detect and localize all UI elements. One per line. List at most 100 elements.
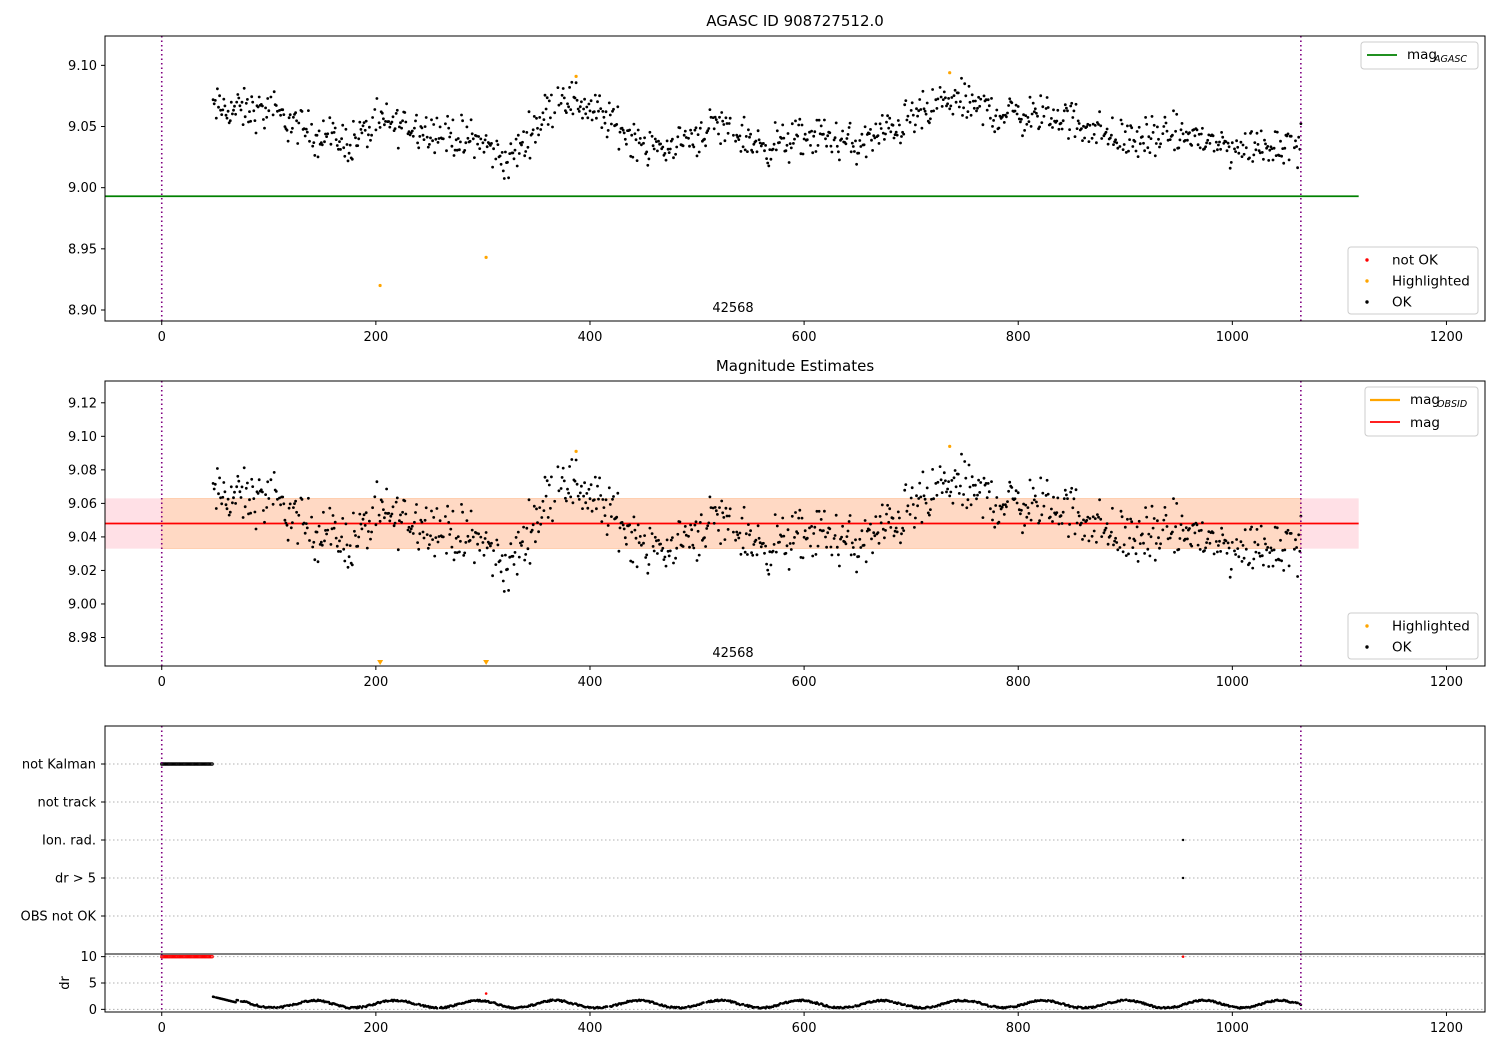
legend-marker-highlighted [1365, 279, 1369, 283]
dr-ok-point [1296, 1001, 1299, 1005]
ok-point [863, 125, 867, 129]
ok-point [287, 506, 291, 510]
ok-point [904, 483, 908, 486]
legend-marker-ok [1365, 300, 1369, 304]
ok-point [1026, 116, 1030, 119]
ok-point [904, 99, 908, 102]
ok-point [898, 516, 901, 520]
ok-point [578, 105, 582, 109]
ok-point [1153, 154, 1157, 158]
dr-not-ok-point [194, 954, 198, 959]
ok-point [746, 150, 749, 154]
ok-point [1002, 513, 1006, 516]
ok-point [222, 481, 226, 484]
ok-point [1157, 536, 1160, 540]
ok-point [286, 139, 290, 143]
ok-point [945, 104, 948, 108]
ok-point [1073, 135, 1077, 139]
ok-point [1255, 131, 1259, 135]
ok-point [322, 119, 325, 123]
ok-point [1129, 517, 1132, 521]
ok-point [1072, 109, 1076, 113]
ok-point [571, 501, 575, 505]
ok-point [370, 530, 373, 534]
ok-point [1022, 113, 1025, 117]
ok-point [1157, 137, 1160, 141]
ok-point [274, 490, 278, 493]
ok-point [1197, 132, 1201, 136]
ok-point [653, 535, 657, 539]
ok-point [1110, 133, 1113, 137]
ok-point [371, 506, 374, 510]
ok-point [535, 116, 538, 120]
ok-point [1179, 128, 1183, 132]
ok-point [622, 527, 626, 531]
ok-point [482, 553, 486, 557]
ok-point [360, 527, 364, 531]
ok-point [282, 502, 286, 506]
ok-point [1270, 147, 1274, 151]
ok-point [611, 497, 614, 501]
ok-point [1198, 548, 1202, 551]
ok-point [986, 98, 990, 102]
ok-point [880, 503, 884, 507]
ok-point [504, 553, 507, 557]
dr-not-ok-point [209, 954, 213, 959]
ok-point [1180, 514, 1184, 518]
ok-point [660, 549, 664, 552]
flag-point [198, 762, 203, 766]
ok-point [873, 136, 877, 140]
ok-point [681, 545, 685, 548]
ok-point [990, 480, 993, 483]
ok-point [562, 479, 566, 483]
ok-point [992, 119, 995, 122]
ok-point [1143, 552, 1146, 555]
ok-point [891, 123, 895, 127]
ok-point [691, 143, 695, 147]
ok-point [1071, 116, 1075, 119]
highlighted-point [378, 283, 382, 288]
ok-point [840, 535, 843, 539]
ok-point [1014, 103, 1018, 107]
panel-agasc-title: AGASC ID 908727512.0 [706, 12, 884, 30]
flag-point [162, 762, 166, 766]
ok-point [385, 487, 388, 491]
dr-not-ok-point [200, 954, 205, 959]
ok-point [640, 543, 643, 547]
ok-point [370, 133, 373, 137]
ok-point [850, 141, 854, 145]
ok-point [521, 140, 524, 144]
ok-point [808, 130, 811, 134]
ok-point [1077, 514, 1081, 518]
dr-ok-point [260, 1005, 263, 1009]
ok-point [747, 128, 750, 132]
ok-point [394, 112, 398, 115]
ok-point [748, 135, 751, 139]
ok-point [416, 541, 419, 544]
ok-point [1278, 154, 1281, 158]
ok-point [531, 128, 535, 132]
ok-point [494, 157, 498, 161]
ok-point [365, 145, 369, 149]
ok-point [640, 143, 643, 147]
ok-point [324, 529, 327, 532]
ok-point [1016, 491, 1020, 495]
ok-point [269, 95, 273, 99]
ok-point [1065, 106, 1068, 110]
ok-point [860, 132, 864, 136]
ok-point [876, 531, 880, 534]
ok-point [1180, 122, 1184, 125]
ok-point [1057, 127, 1061, 131]
legend-label-ok: OK [1392, 295, 1413, 311]
p2-xtick-label: 800 [1006, 675, 1031, 690]
ok-point [1177, 548, 1181, 551]
p2-ytick-label: 9.00 [68, 597, 97, 612]
p4-xtick-label: 800 [1006, 1021, 1031, 1036]
ok-point [971, 483, 975, 487]
ok-point [959, 100, 962, 103]
ok-point [1285, 134, 1289, 138]
ok-point [1190, 144, 1194, 147]
ok-point [838, 564, 841, 568]
ok-point [1069, 490, 1073, 494]
ok-point [1293, 547, 1296, 551]
